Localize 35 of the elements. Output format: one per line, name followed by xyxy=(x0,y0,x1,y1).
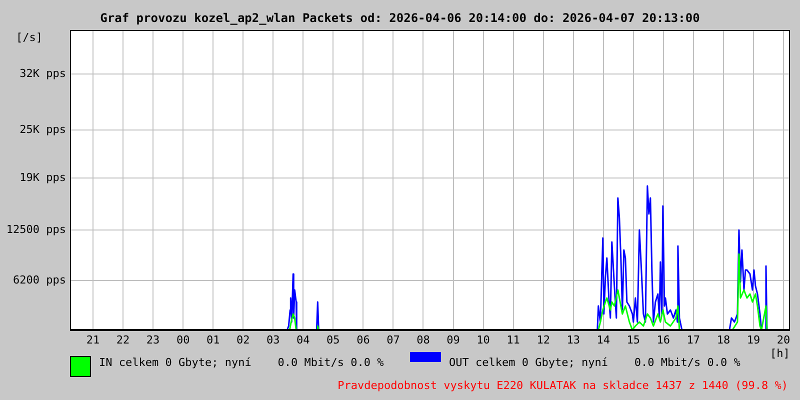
text: Pravdepodobnost vyskytu E220 KULATAK na skladce 1437 z 1440 (99.8 %) xyxy=(338,379,788,392)
x-tick-label: 14 xyxy=(596,333,610,346)
y-tick-label: 32K pps xyxy=(20,66,66,80)
x-tick-label: 02 xyxy=(236,333,250,346)
y-axis-title: [/s] xyxy=(16,31,42,44)
y-tick-label: 12500 pps xyxy=(6,222,66,236)
x-tick-label: 21 xyxy=(86,333,100,346)
x-tick-label: 12 xyxy=(536,333,550,346)
x-tick-label: 06 xyxy=(356,333,370,346)
y-tick-label: 19K pps xyxy=(20,170,66,184)
y-tick-label: 6200 pps xyxy=(13,273,66,286)
x-tick-label: 23 xyxy=(146,333,160,346)
x-tick-label: 00 xyxy=(176,333,190,346)
chart-title: Graf provozu kozel_ap2_wlan Packets od: 2026-04-06 20:14:00 do: 2026-04-07 20:13:00 xyxy=(99,11,701,25)
x-tick-label: 05 xyxy=(326,333,340,346)
y-tick-label: 25K pps xyxy=(20,122,66,136)
x-tick-label: 10 xyxy=(476,333,490,346)
x-tick-label: 19 xyxy=(746,333,760,346)
x-tick-label: 13 xyxy=(566,333,580,346)
x-tick-label: 22 xyxy=(116,333,130,346)
x-tick-label: 07 xyxy=(386,333,400,346)
x-tick-label: 09 xyxy=(446,333,460,346)
x-tick-label: 11 xyxy=(506,333,520,346)
x-tick-label: 15 xyxy=(626,333,640,346)
legend-label: OUT celkem 0 Gbyte; nyní 0.0 Mbit/s 0.0 % xyxy=(449,356,740,369)
x-tick-label: 03 xyxy=(266,333,280,346)
x-tick-label: 04 xyxy=(296,333,310,346)
x-tick-label: 01 xyxy=(206,333,220,346)
legend-label: IN celkem 0 Gbyte; nyní 0.0 Mbit/s 0.0 % xyxy=(99,356,384,369)
x-tick-label: 08 xyxy=(416,333,430,346)
x-tick-label: 18 xyxy=(716,333,730,346)
x-tick-label: 16 xyxy=(656,333,670,346)
x-tick-label: 20 xyxy=(776,333,790,346)
x-tick-label: 17 xyxy=(686,333,700,346)
x-axis-title: [h] xyxy=(770,347,790,360)
